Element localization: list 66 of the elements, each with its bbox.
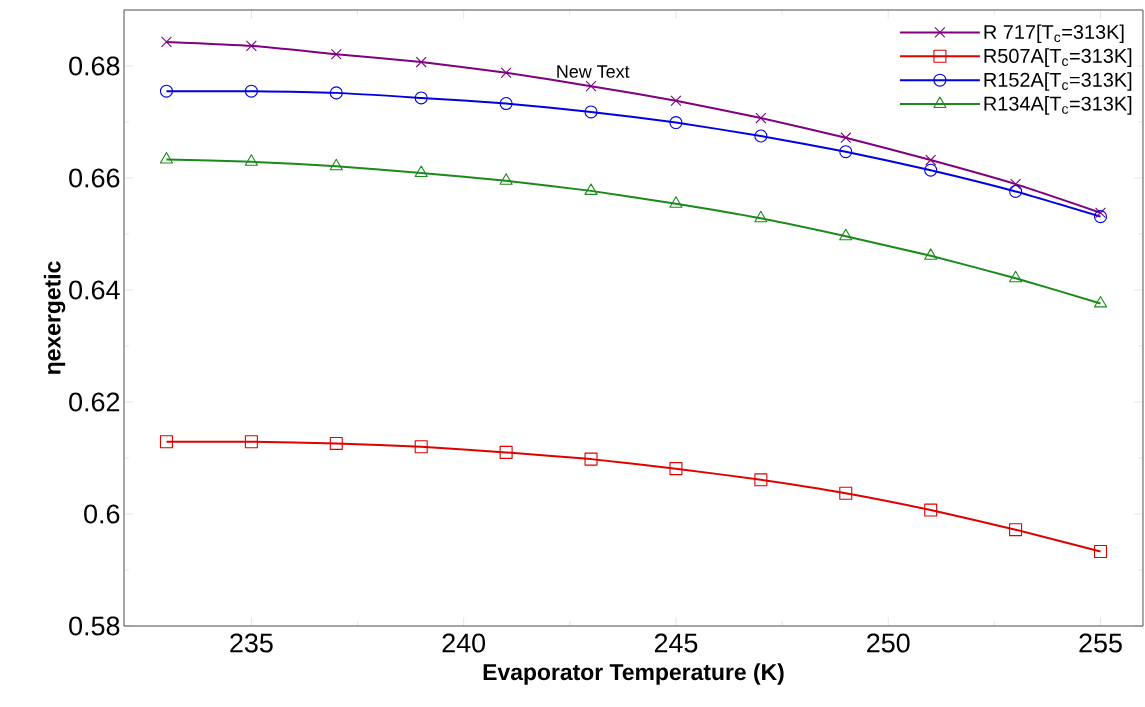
point — [754, 210, 768, 223]
point — [244, 435, 258, 449]
legend-label: R507A[T$_{c}$=313K] — [984, 48, 1132, 67]
point — [1095, 207, 1106, 219]
point — [1093, 544, 1108, 559]
point — [669, 462, 683, 476]
y-tick-label: 0.62 — [69, 392, 120, 412]
point — [415, 56, 427, 68]
point — [159, 151, 174, 164]
legend-label: R152A[T$_{c}$=313K] — [984, 72, 1132, 91]
point — [839, 228, 853, 241]
point — [669, 116, 683, 130]
point — [499, 96, 513, 111]
point — [584, 105, 598, 119]
point — [924, 248, 938, 260]
point — [414, 440, 428, 454]
legend-label: R134A[T$_{c}$=313K] — [984, 96, 1132, 115]
point — [1093, 210, 1108, 224]
point — [584, 183, 598, 195]
legend-label: R 717[T$_{c}$=313K] — [984, 24, 1124, 43]
point — [244, 154, 258, 166]
point — [329, 158, 343, 171]
point — [499, 173, 513, 185]
point — [840, 132, 852, 144]
x-tick-label: 245 — [654, 633, 698, 653]
point — [1010, 178, 1022, 190]
point — [329, 86, 343, 100]
point — [500, 67, 512, 79]
point — [1009, 523, 1023, 537]
point — [160, 36, 172, 48]
point — [245, 40, 257, 52]
point — [414, 91, 428, 105]
point — [244, 84, 258, 98]
point — [754, 129, 768, 143]
point — [159, 84, 173, 98]
y-tick-label: 0.6 — [84, 504, 120, 524]
point — [1009, 184, 1023, 198]
point — [669, 196, 683, 208]
y-tick-label: 0.58 — [69, 616, 120, 636]
point — [925, 154, 937, 166]
x-tick-label: 235 — [230, 633, 273, 653]
point — [924, 163, 938, 177]
point — [755, 112, 767, 124]
x-tick-label: 250 — [867, 633, 910, 653]
point — [585, 80, 597, 92]
point — [499, 445, 513, 459]
y-axis-title: ηexergetic — [43, 261, 66, 375]
point — [414, 165, 428, 177]
y-tick-label: 0.64 — [69, 280, 120, 300]
x-tick-label: 240 — [442, 633, 486, 653]
y-tick-label: 0.66 — [69, 168, 120, 188]
point — [330, 48, 342, 60]
point — [1009, 270, 1023, 283]
point — [329, 436, 343, 450]
point — [584, 452, 598, 466]
x-axis-title: Evaporator Temperature (K) — [483, 663, 784, 685]
y-tick-label: 0.68 — [69, 56, 120, 76]
annotation: New Text — [557, 65, 630, 78]
point — [754, 473, 768, 487]
point — [670, 95, 682, 107]
x-tick-label: 255 — [1079, 633, 1122, 653]
point — [159, 435, 173, 449]
point — [924, 503, 938, 517]
point — [839, 145, 853, 159]
point — [839, 486, 853, 500]
point — [1093, 295, 1108, 308]
